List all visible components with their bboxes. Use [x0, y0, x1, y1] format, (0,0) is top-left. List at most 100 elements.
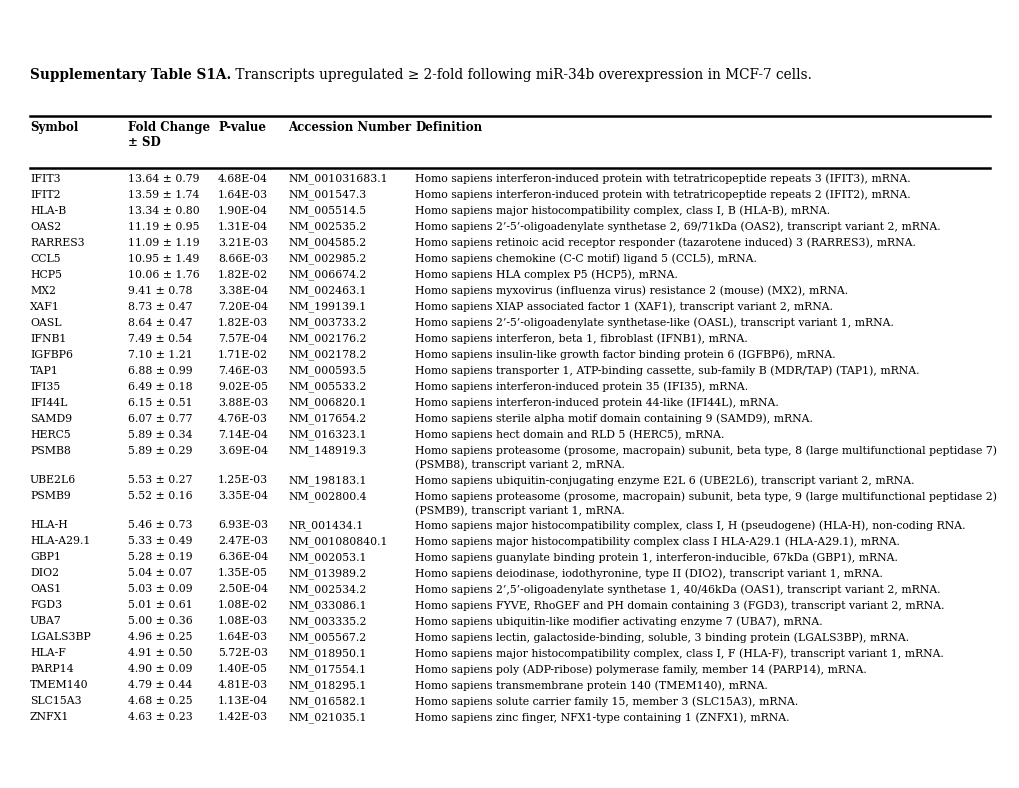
Text: 1.40E-05: 1.40E-05	[218, 664, 268, 675]
Text: Homo sapiens interferon-induced protein 35 (IFI35), mRNA.: Homo sapiens interferon-induced protein …	[415, 381, 747, 392]
Text: RARRES3: RARRES3	[30, 237, 85, 247]
Text: 8.73 ± 0.47: 8.73 ± 0.47	[127, 302, 193, 311]
Text: 10.95 ± 1.49: 10.95 ± 1.49	[127, 254, 199, 263]
Text: 2.47E-03: 2.47E-03	[218, 537, 268, 547]
Text: Transcripts upregulated ≥ 2-fold following miR-34b overexpression in MCF-7 cells: Transcripts upregulated ≥ 2-fold followi…	[231, 68, 811, 82]
Text: 6.36E-04: 6.36E-04	[218, 552, 268, 563]
Text: PSMB8: PSMB8	[30, 445, 70, 455]
Text: NM_002985.2: NM_002985.2	[287, 254, 366, 264]
Text: 6.49 ± 0.18: 6.49 ± 0.18	[127, 381, 193, 392]
Text: IFIT3: IFIT3	[30, 173, 60, 184]
Text: 8.64 ± 0.47: 8.64 ± 0.47	[127, 318, 193, 328]
Text: 10.06 ± 1.76: 10.06 ± 1.76	[127, 269, 200, 280]
Text: Definition: Definition	[415, 121, 482, 134]
Text: 7.46E-03: 7.46E-03	[218, 366, 268, 376]
Text: NM_002800.4: NM_002800.4	[287, 491, 366, 502]
Text: NM_016323.1: NM_016323.1	[287, 429, 366, 440]
Text: OASL: OASL	[30, 318, 61, 328]
Text: 1.25E-03: 1.25E-03	[218, 475, 268, 485]
Text: 3.21E-03: 3.21E-03	[218, 237, 268, 247]
Text: 6.15 ± 0.51: 6.15 ± 0.51	[127, 397, 193, 407]
Text: NM_017654.2: NM_017654.2	[287, 414, 366, 424]
Text: NM_013989.2: NM_013989.2	[287, 568, 366, 579]
Text: 1.82E-02: 1.82E-02	[218, 269, 268, 280]
Text: 7.20E-04: 7.20E-04	[218, 302, 268, 311]
Text: DIO2: DIO2	[30, 568, 59, 578]
Text: SAMD9: SAMD9	[30, 414, 72, 423]
Text: LGALS3BP: LGALS3BP	[30, 633, 91, 642]
Text: NM_005533.2: NM_005533.2	[287, 381, 366, 392]
Text: 13.34 ± 0.80: 13.34 ± 0.80	[127, 206, 200, 215]
Text: 1.08E-03: 1.08E-03	[218, 616, 268, 626]
Text: NM_002053.1: NM_002053.1	[287, 552, 366, 563]
Text: Homo sapiens transporter 1, ATP-binding cassette, sub-family B (MDR/TAP) (TAP1),: Homo sapiens transporter 1, ATP-binding …	[415, 366, 918, 376]
Text: 11.19 ± 0.95: 11.19 ± 0.95	[127, 221, 200, 232]
Text: 1.82E-03: 1.82E-03	[218, 318, 268, 328]
Text: Homo sapiens interferon, beta 1, fibroblast (IFNB1), mRNA.: Homo sapiens interferon, beta 1, fibrobl…	[415, 333, 747, 344]
Text: 4.81E-03: 4.81E-03	[218, 681, 268, 690]
Text: Homo sapiens 2’-5’-oligoadenylate synthetase-like (OASL), transcript variant 1, : Homo sapiens 2’-5’-oligoadenylate synthe…	[415, 318, 893, 328]
Text: Homo sapiens major histocompatibility complex class I HLA-A29.1 (HLA-A29.1), mRN: Homo sapiens major histocompatibility co…	[415, 537, 899, 547]
Text: 3.69E-04: 3.69E-04	[218, 445, 268, 455]
Text: OAS2: OAS2	[30, 221, 61, 232]
Text: 1.64E-03: 1.64E-03	[218, 633, 268, 642]
Text: Homo sapiens 2’-5’-oligoadenylate synthetase 2, 69/71kDa (OAS2), transcript vari: Homo sapiens 2’-5’-oligoadenylate synthe…	[415, 221, 940, 232]
Text: 1.64E-03: 1.64E-03	[218, 189, 268, 199]
Text: NM_002178.2: NM_002178.2	[287, 350, 366, 360]
Text: 1.13E-04: 1.13E-04	[218, 697, 268, 707]
Text: Homo sapiens poly (ADP-ribose) polymerase family, member 14 (PARP14), mRNA.: Homo sapiens poly (ADP-ribose) polymeras…	[415, 664, 866, 675]
Text: 3.35E-04: 3.35E-04	[218, 491, 268, 501]
Text: HLA-F: HLA-F	[30, 649, 66, 659]
Text: NM_002535.2: NM_002535.2	[287, 221, 366, 232]
Text: 1.90E-04: 1.90E-04	[218, 206, 268, 215]
Text: Homo sapiens hect domain and RLD 5 (HERC5), mRNA.: Homo sapiens hect domain and RLD 5 (HERC…	[415, 429, 723, 440]
Text: NM_001547.3: NM_001547.3	[287, 189, 366, 200]
Text: 7.49 ± 0.54: 7.49 ± 0.54	[127, 333, 192, 344]
Text: Homo sapiens XIAP associated factor 1 (XAF1), transcript variant 2, mRNA.: Homo sapiens XIAP associated factor 1 (X…	[415, 302, 833, 312]
Text: 4.63 ± 0.23: 4.63 ± 0.23	[127, 712, 193, 723]
Text: 5.00 ± 0.36: 5.00 ± 0.36	[127, 616, 193, 626]
Text: IFI35: IFI35	[30, 381, 60, 392]
Text: 4.90 ± 0.09: 4.90 ± 0.09	[127, 664, 193, 675]
Text: 5.46 ± 0.73: 5.46 ± 0.73	[127, 521, 193, 530]
Text: Homo sapiens guanylate binding protein 1, interferon-inducible, 67kDa (GBP1), mR: Homo sapiens guanylate binding protein 1…	[415, 552, 897, 563]
Text: NM_002534.2: NM_002534.2	[287, 585, 366, 595]
Text: TMEM140: TMEM140	[30, 681, 89, 690]
Text: Homo sapiens interferon-induced protein with tetratricopeptide repeats 3 (IFIT3): Homo sapiens interferon-induced protein …	[415, 173, 910, 184]
Text: 5.89 ± 0.34: 5.89 ± 0.34	[127, 429, 193, 440]
Text: NM_018950.1: NM_018950.1	[287, 649, 366, 660]
Text: 5.33 ± 0.49: 5.33 ± 0.49	[127, 537, 193, 547]
Text: Homo sapiens ubiquitin-like modifier activating enzyme 7 (UBA7), mRNA.: Homo sapiens ubiquitin-like modifier act…	[415, 616, 821, 627]
Text: 5.52 ± 0.16: 5.52 ± 0.16	[127, 491, 193, 501]
Text: 11.09 ± 1.19: 11.09 ± 1.19	[127, 237, 200, 247]
Text: NM_002463.1: NM_002463.1	[287, 285, 366, 296]
Text: Fold Change
± SD: Fold Change ± SD	[127, 121, 210, 149]
Text: 5.04 ± 0.07: 5.04 ± 0.07	[127, 568, 193, 578]
Text: HCP5: HCP5	[30, 269, 62, 280]
Text: NM_021035.1: NM_021035.1	[287, 712, 366, 723]
Text: 5.28 ± 0.19: 5.28 ± 0.19	[127, 552, 193, 563]
Text: 1.71E-02: 1.71E-02	[218, 350, 268, 359]
Text: 5.89 ± 0.29: 5.89 ± 0.29	[127, 445, 193, 455]
Text: NM_033086.1: NM_033086.1	[287, 600, 366, 611]
Text: 5.01 ± 0.61: 5.01 ± 0.61	[127, 600, 193, 611]
Text: Homo sapiens retinoic acid receptor responder (tazarotene induced) 3 (RARRES3), : Homo sapiens retinoic acid receptor resp…	[415, 237, 915, 248]
Text: 7.10 ± 1.21: 7.10 ± 1.21	[127, 350, 193, 359]
Text: Homo sapiens major histocompatibility complex, class I, F (HLA-F), transcript va: Homo sapiens major histocompatibility co…	[415, 649, 943, 659]
Text: Homo sapiens proteasome (prosome, macropain) subunit, beta type, 9 (large multif: Homo sapiens proteasome (prosome, macrop…	[415, 491, 996, 515]
Text: 1.42E-03: 1.42E-03	[218, 712, 268, 723]
Text: MX2: MX2	[30, 285, 56, 296]
Text: PSMB9: PSMB9	[30, 491, 70, 501]
Text: IFIT2: IFIT2	[30, 189, 60, 199]
Text: NM_001031683.1: NM_001031683.1	[287, 173, 387, 184]
Text: PARP14: PARP14	[30, 664, 73, 675]
Text: IFNB1: IFNB1	[30, 333, 66, 344]
Text: NM_000593.5: NM_000593.5	[287, 366, 366, 376]
Text: CCL5: CCL5	[30, 254, 60, 263]
Text: UBA7: UBA7	[30, 616, 62, 626]
Text: Homo sapiens major histocompatibility complex, class I, B (HLA-B), mRNA.: Homo sapiens major histocompatibility co…	[415, 206, 829, 216]
Text: 4.79 ± 0.44: 4.79 ± 0.44	[127, 681, 192, 690]
Text: 5.03 ± 0.09: 5.03 ± 0.09	[127, 585, 193, 594]
Text: 4.96 ± 0.25: 4.96 ± 0.25	[127, 633, 193, 642]
Text: 6.88 ± 0.99: 6.88 ± 0.99	[127, 366, 193, 376]
